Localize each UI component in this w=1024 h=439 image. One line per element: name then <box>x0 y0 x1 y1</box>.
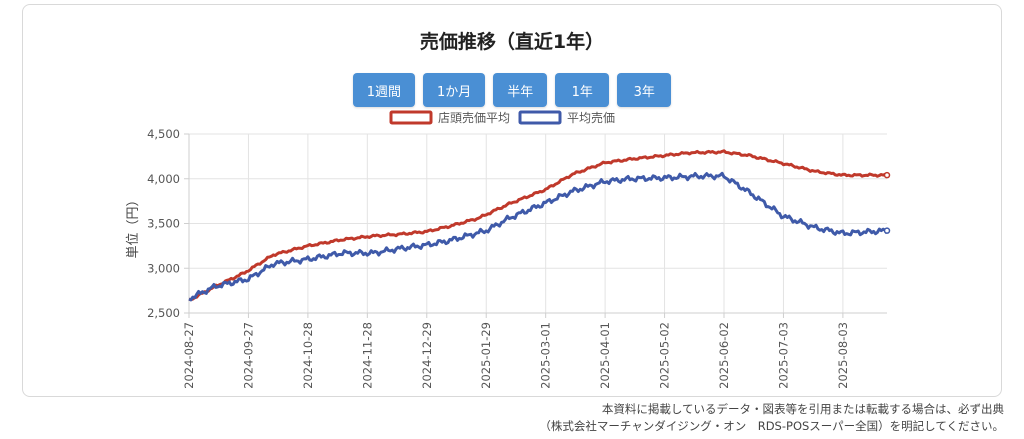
legend-item-store-average[interactable]: 店頭売価平均 <box>389 110 510 125</box>
range-button-group: 1週間 1か月 半年 1年 3年 <box>23 73 1001 107</box>
y-axis-ticks: 2,500 3,000 3,500 4,000 4,500 <box>147 127 189 320</box>
x-tick-label: 2025-05-02 <box>658 322 672 389</box>
legend-label: 店頭売価平均 <box>438 110 510 125</box>
series-line-average-price <box>188 171 889 302</box>
series-line-store-average <box>188 149 888 302</box>
source-notice-line-2: （株式会社マーチャンダイジング・オン RDS-POSスーパー全国）を明記してくだ… <box>539 419 1004 433</box>
series-lines <box>188 149 891 302</box>
range-1month-button[interactable]: 1か月 <box>422 73 486 107</box>
range-1week-button[interactable]: 1週間 <box>352 73 415 107</box>
y-tick-label: 4,000 <box>147 172 180 186</box>
y-tick-label: 4,500 <box>147 127 180 141</box>
x-tick-label: 2025-07-03 <box>776 322 790 389</box>
series-end-point <box>883 171 891 179</box>
legend-swatch <box>518 110 562 125</box>
chart-title: 売価推移（直近1年） <box>419 31 605 53</box>
x-axis-ticks: 2024-08-27 2024-09-27 2024-10-28 2024-11-28… <box>182 313 850 389</box>
chart-card: 売価推移（直近1年） 1週間 1か月 半年 1年 3年 <box>22 4 1002 397</box>
legend-item-average-price[interactable]: 平均売価 <box>518 110 615 125</box>
y-tick-label: 2,500 <box>147 306 180 320</box>
x-tick-label: 2025-06-02 <box>717 322 731 389</box>
x-tick-label: 2024-11-28 <box>360 322 374 389</box>
x-tick-label: 2025-04-01 <box>598 322 612 389</box>
series-end-point <box>883 227 891 234</box>
legend-label: 平均売価 <box>567 110 615 125</box>
y-axis-label: 単位（円） <box>125 193 141 258</box>
range-1year-button[interactable]: 1年 <box>555 73 610 107</box>
x-tick-label: 2025-03-01 <box>539 322 553 389</box>
x-tick-label: 2024-10-28 <box>301 322 315 389</box>
x-tick-label: 2025-01-29 <box>479 322 493 389</box>
range-halfyear-button[interactable]: 半年 <box>493 73 548 107</box>
x-tick-label: 2025-08-03 <box>836 322 850 389</box>
source-notice-line-1: 本資料に掲載しているデータ・図表等を引用または転載する場合は、必ず出典 <box>601 402 1004 416</box>
x-tick-label: 2024-08-27 <box>182 322 196 389</box>
x-tick-label: 2024-09-27 <box>241 322 255 389</box>
y-tick-label: 3,500 <box>147 217 180 231</box>
legend: 店頭売価平均 平均売価 <box>389 110 615 125</box>
legend-swatch <box>389 110 433 125</box>
range-3year-button[interactable]: 3年 <box>617 73 672 107</box>
y-tick-label: 3,000 <box>147 261 180 275</box>
grid-lines <box>188 133 887 314</box>
x-tick-label: 2024-12-29 <box>420 322 434 389</box>
source-notice: 本資料に掲載しているデータ・図表等を引用または転載する場合は、必ず出典 （株式会… <box>539 401 1004 435</box>
